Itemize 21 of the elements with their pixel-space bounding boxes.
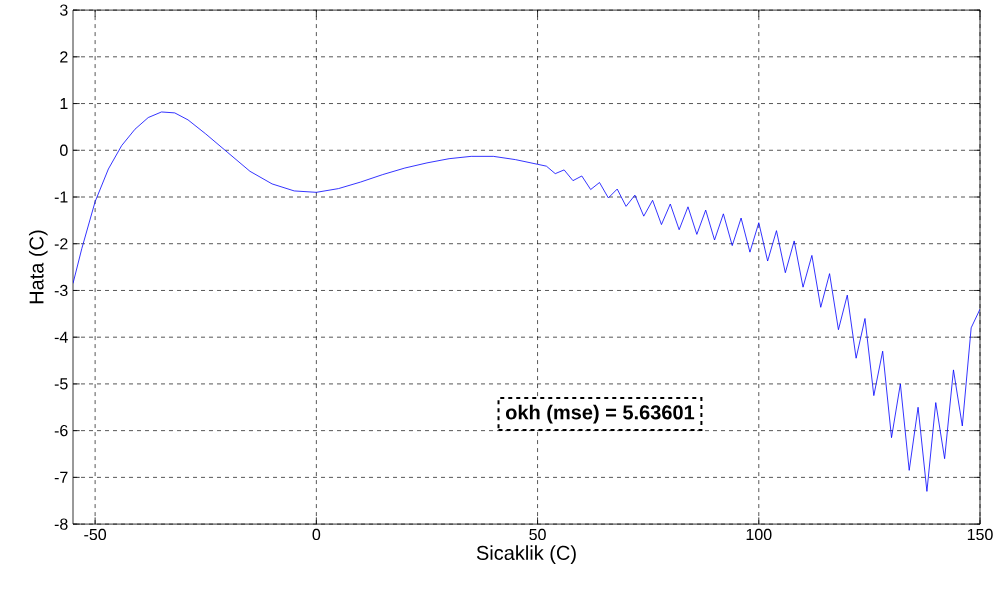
annotation: okh (mse) = 5.63601	[505, 404, 695, 424]
x-tick-label: 150	[967, 528, 993, 541]
x-tick-label: 50	[529, 528, 546, 541]
x-axis-title: Sicaklik (C)	[476, 545, 576, 564]
y-tick-label: -6	[54, 424, 68, 437]
y-tick-label: -8	[54, 518, 68, 530]
y-tick-label: 2	[60, 51, 68, 63]
y-tick-label: -5	[54, 378, 68, 390]
x-tick-label: -50	[84, 528, 107, 541]
y-tick-label: -1	[54, 191, 68, 203]
x-tick-label: 100	[746, 528, 772, 541]
y-tick-label: 1	[60, 98, 68, 110]
x-tick-label: 0	[312, 528, 321, 541]
y-axis-title: Hata (C)	[28, 230, 48, 304]
y-tick-label: 0	[60, 144, 68, 156]
y-tick-label: -7	[54, 471, 68, 483]
y-tick-label: -4	[54, 331, 68, 343]
line-series	[73, 111, 981, 492]
y-tick-label: 3	[60, 4, 68, 16]
y-tick-label: -2	[54, 238, 68, 250]
y-tick-label: -3	[54, 284, 68, 297]
